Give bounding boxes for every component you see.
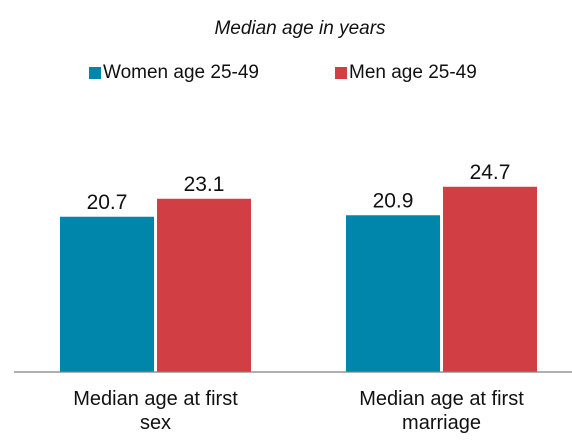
category-label-2-line-1: Median age at first: [359, 388, 524, 410]
legend-label-2: Men age 25-49: [349, 62, 477, 83]
bar-women-1: [60, 216, 154, 372]
bar-women-2: [346, 215, 440, 372]
bars: 20.7 23.1 20.9 24.7: [60, 161, 537, 372]
legend-label-1: Women age 25-49: [103, 62, 259, 83]
bar-men-2: [443, 186, 537, 372]
category-label-1-line-2: sex: [140, 412, 171, 434]
legend: Women age 25-49 Men age 25-49: [89, 62, 477, 83]
legend-swatch-2: [335, 67, 347, 79]
category-label-1-line-1: Median age at first: [73, 388, 238, 410]
data-label-women-1: 20.7: [87, 191, 128, 214]
chart-subtitle: Median age in years: [214, 18, 386, 39]
data-label-men-1: 23.1: [184, 173, 225, 196]
legend-swatch-1: [89, 67, 101, 79]
category-label-2-line-2: marriage: [402, 412, 481, 434]
data-label-men-2: 24.7: [470, 161, 511, 184]
bar-men-1: [157, 198, 251, 372]
data-label-women-2: 20.9: [373, 189, 414, 212]
